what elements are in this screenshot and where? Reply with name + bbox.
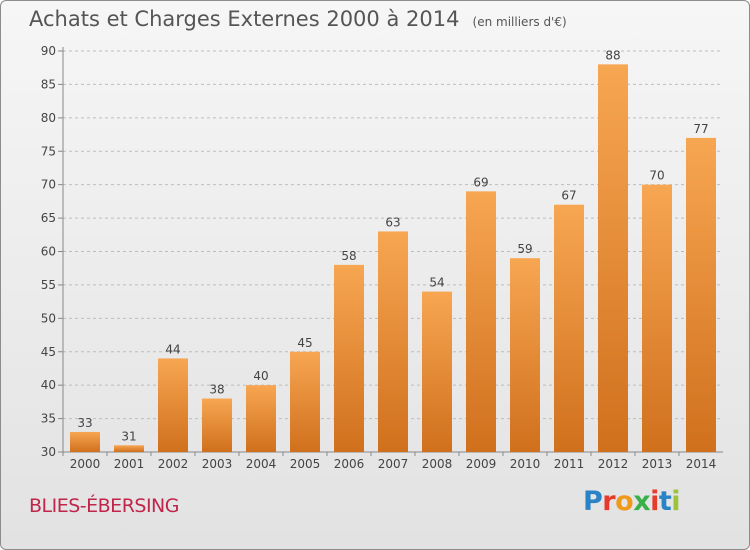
bar-2006[interactable] — [334, 264, 364, 452]
data-label: 63 — [385, 215, 400, 229]
data-label: 45 — [297, 336, 312, 350]
y-tick-label: 35 — [41, 412, 56, 426]
proxiti-logo[interactable]: Proxiti — [583, 486, 681, 517]
y-tick-label: 55 — [41, 278, 56, 292]
x-tick-label: 2002 — [158, 457, 189, 471]
logo-letter: P — [583, 486, 603, 517]
data-label: 54 — [429, 276, 444, 290]
x-tick-label: 2013 — [642, 457, 673, 471]
y-tick-label: 85 — [41, 77, 56, 91]
bar-2000[interactable] — [70, 431, 100, 452]
y-tick-label: 45 — [41, 345, 56, 359]
bar-2004[interactable] — [246, 385, 276, 452]
x-tick-label: 2010 — [510, 457, 541, 471]
data-label: 88 — [605, 48, 620, 62]
x-tick-label: 2006 — [334, 457, 365, 471]
data-label: 44 — [165, 342, 180, 356]
x-tick-label: 2014 — [686, 457, 717, 471]
bar-2007[interactable] — [378, 231, 408, 452]
bar-2013[interactable] — [642, 184, 672, 452]
data-label: 59 — [517, 242, 532, 256]
place-name: BLIES-ÉBERSING — [29, 495, 180, 517]
x-tick-label: 2009 — [466, 457, 497, 471]
chart-title-text: Achats et Charges Externes 2000 à 2014 — [29, 7, 460, 31]
bar-2011[interactable] — [554, 204, 584, 452]
x-tick-label: 2001 — [114, 457, 145, 471]
bar-2009[interactable] — [466, 191, 496, 452]
y-tick-label: 30 — [41, 445, 56, 459]
data-label: 40 — [253, 369, 268, 383]
data-label: 58 — [341, 249, 356, 263]
logo-letter: x — [633, 486, 651, 517]
logo-letter: i — [650, 486, 659, 517]
bar-2002[interactable] — [158, 358, 188, 452]
data-label: 69 — [473, 175, 488, 189]
y-tick-label: 70 — [41, 178, 56, 192]
x-tick-label: 2003 — [202, 457, 233, 471]
bar-2003[interactable] — [202, 398, 232, 452]
x-tick-label: 2004 — [246, 457, 277, 471]
bar-2001[interactable] — [114, 445, 144, 452]
data-label: 31 — [121, 429, 136, 443]
y-tick-label: 80 — [41, 111, 56, 125]
y-tick-label: 65 — [41, 211, 56, 225]
logo-letter: r — [602, 486, 616, 517]
logo-letter: o — [615, 486, 634, 517]
y-tick-label: 40 — [41, 378, 56, 392]
bar-2005[interactable] — [290, 351, 320, 452]
y-tick-label: 60 — [41, 245, 56, 259]
bar-2008[interactable] — [422, 291, 452, 452]
data-label: 33 — [77, 416, 92, 430]
y-tick-label: 90 — [41, 44, 56, 58]
data-label: 38 — [209, 383, 224, 397]
logo-letter: i — [671, 486, 681, 517]
bars — [70, 64, 716, 452]
x-tick-label: 2012 — [598, 457, 629, 471]
data-label: 70 — [649, 169, 664, 183]
logo-letter: t — [658, 486, 672, 517]
x-tick-label: 2007 — [378, 457, 409, 471]
bar-2012[interactable] — [598, 64, 628, 452]
data-label: 67 — [561, 189, 576, 203]
chart-title: Achats et Charges Externes 2000 à 2014 (… — [29, 7, 567, 31]
x-tick-label: 2005 — [290, 457, 321, 471]
x-tick-label: 2011 — [554, 457, 585, 471]
x-tick-label: 2008 — [422, 457, 453, 471]
data-label: 77 — [693, 122, 708, 136]
bar-2010[interactable] — [510, 258, 540, 452]
labels: 2000 33 2001 31 2002 44 2003 38 2004 40 2005 45 2006… — [70, 48, 717, 471]
chart-unit-text: (en milliers d'€) — [472, 15, 567, 29]
y-tick-label: 50 — [41, 311, 56, 325]
bar-2014[interactable] — [686, 137, 716, 452]
x-tick-label: 2000 — [70, 457, 101, 471]
axes: 30 35 40 45 50 55 60 65 70 75 80 85 90 — [41, 44, 723, 459]
y-tick-label: 75 — [41, 144, 56, 158]
